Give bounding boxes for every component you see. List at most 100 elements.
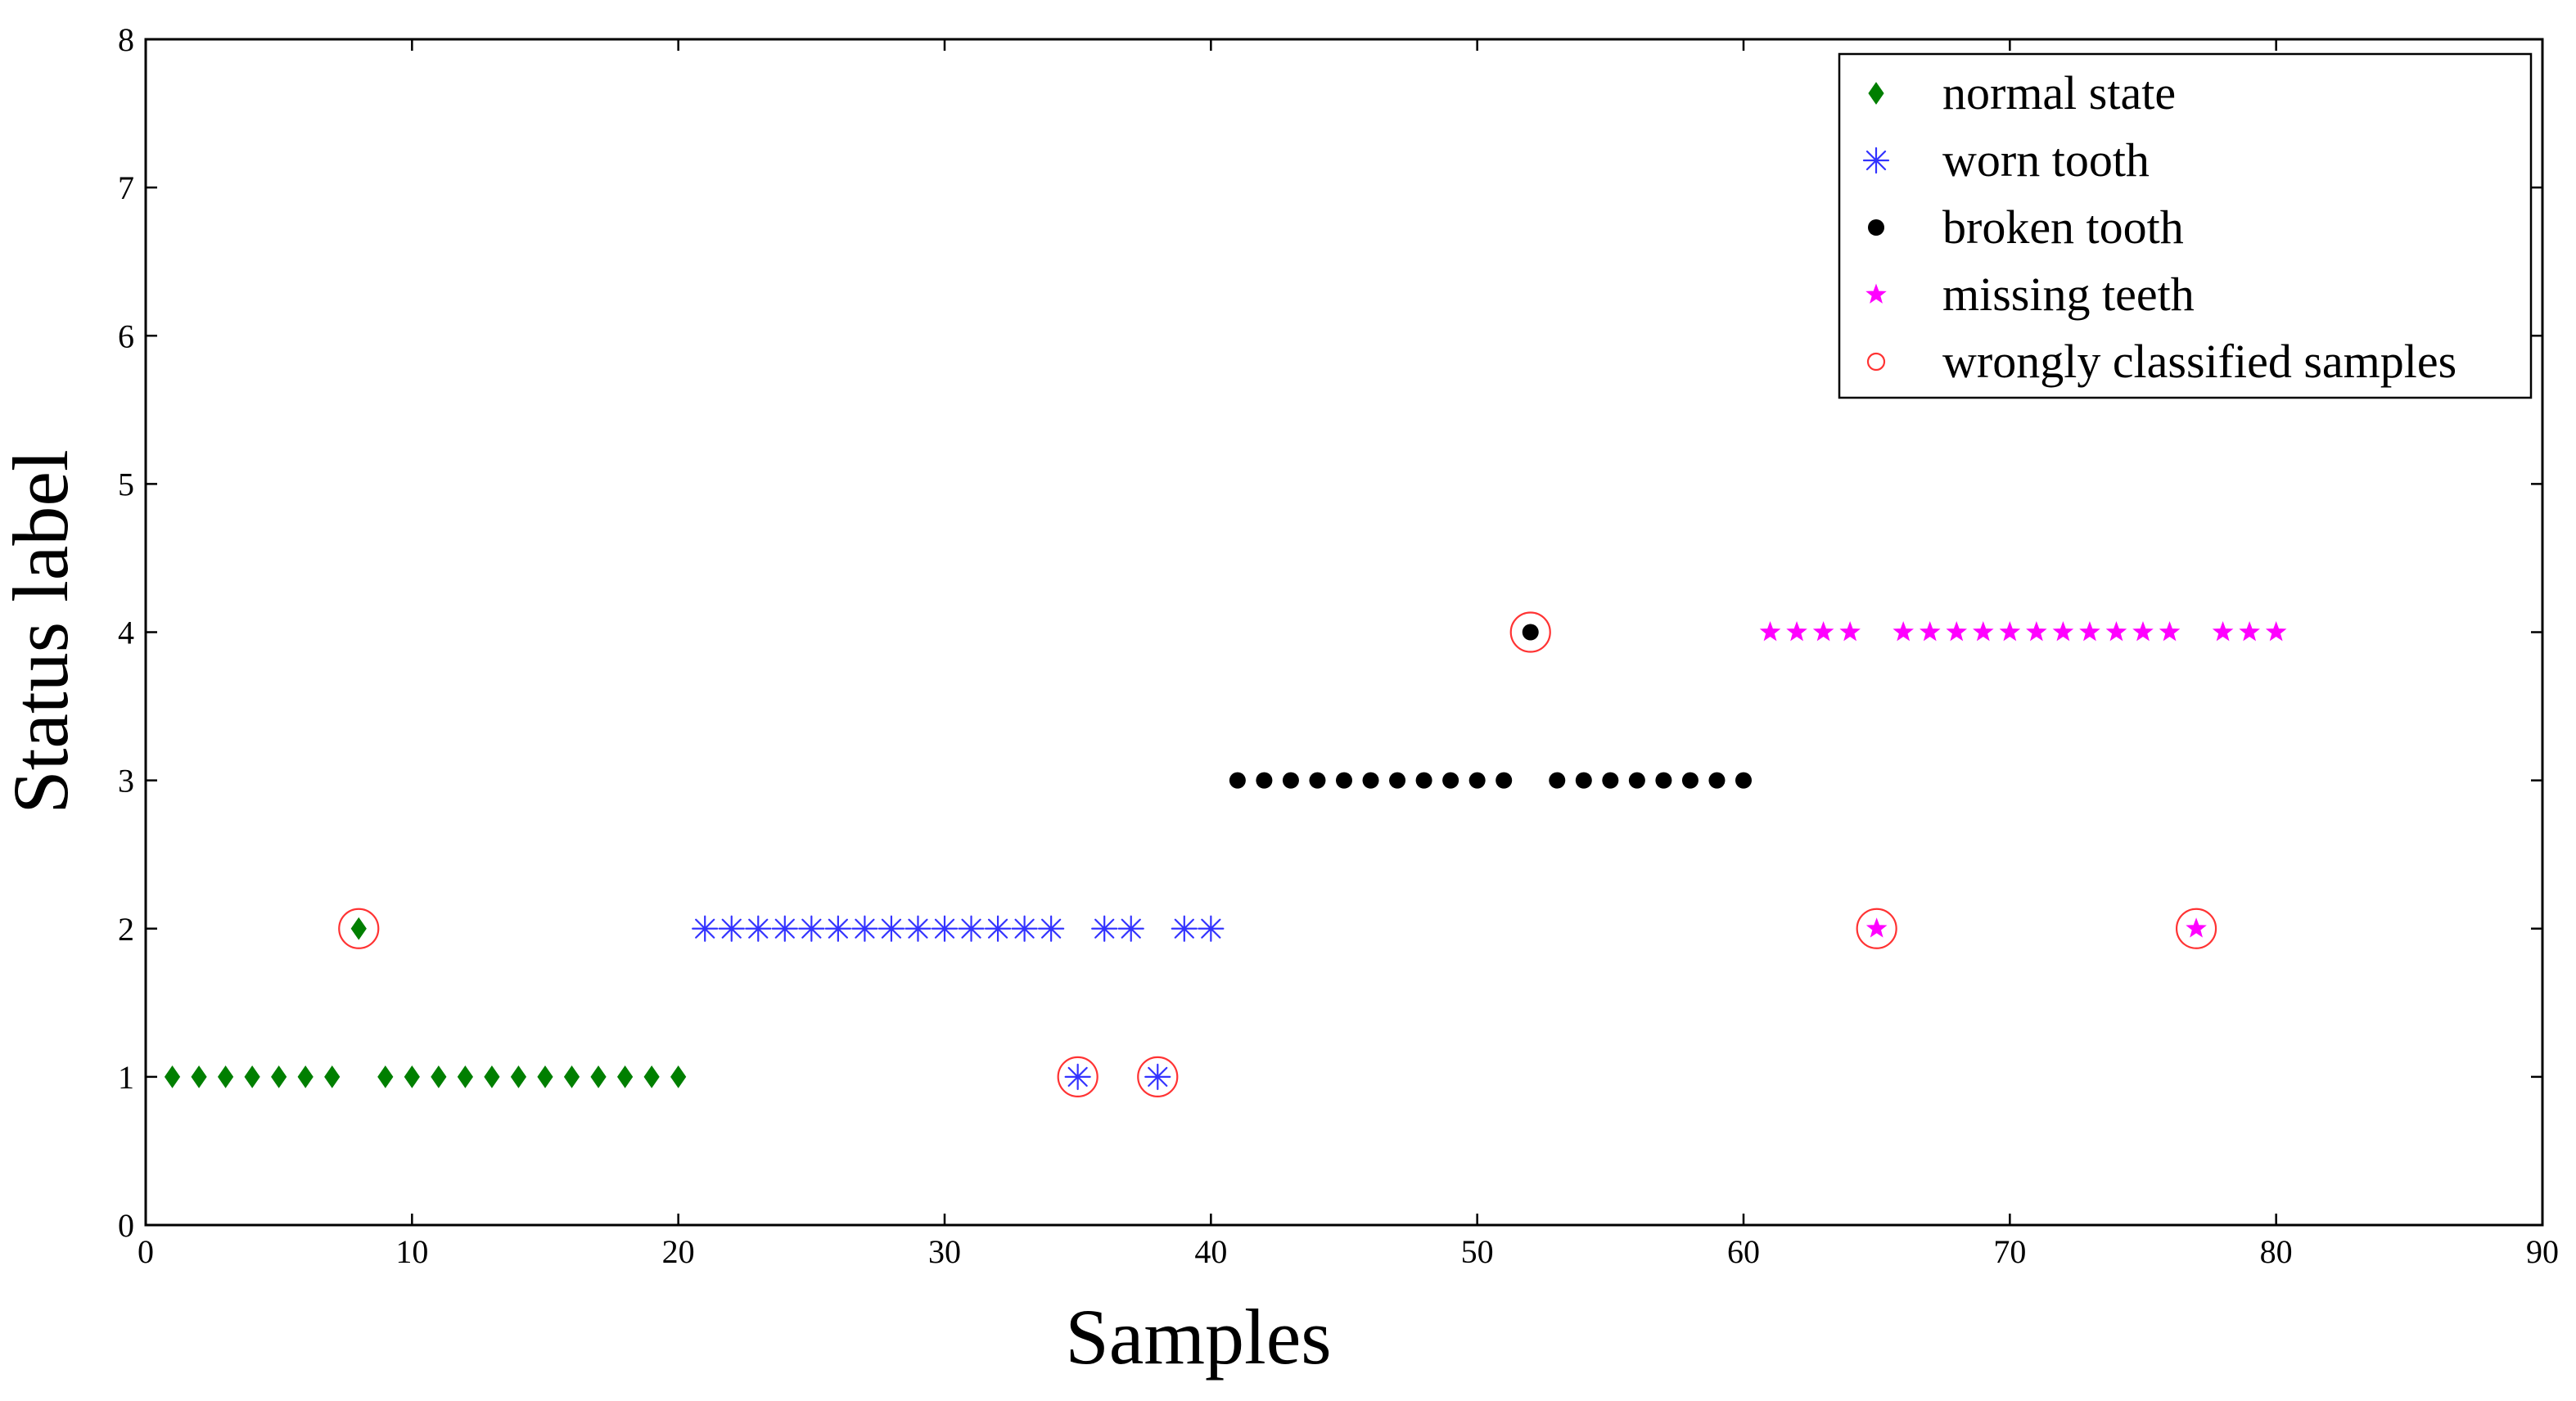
legend-marker	[1868, 82, 1884, 105]
data-point	[958, 915, 985, 942]
data-point	[457, 1065, 474, 1088]
legend-entry-normal-state: normal state	[1942, 66, 2176, 119]
data-point	[2186, 917, 2207, 938]
y-tick-label: 1	[118, 1059, 134, 1096]
legend-marker	[1868, 219, 1884, 236]
y-tick-label: 0	[118, 1207, 134, 1244]
data-point	[905, 915, 932, 942]
series-wrongly-classified-samples	[338, 611, 2217, 1097]
data-point	[297, 1065, 314, 1088]
data-point	[1681, 772, 1699, 789]
legend-markers	[1862, 82, 1890, 372]
series-normal-state	[164, 917, 687, 1088]
data-point	[1091, 915, 1118, 942]
data-point	[1628, 772, 1645, 789]
misclassified-marker	[338, 908, 380, 949]
y-tick-label: 6	[118, 318, 134, 354]
data-point	[877, 915, 905, 942]
series-worn-tooth	[692, 915, 1225, 1090]
x-tick-label: 10	[395, 1233, 428, 1270]
misclassified-marker	[1856, 908, 1897, 949]
data-point	[1117, 915, 1144, 942]
misclassified-marker	[1509, 611, 1551, 653]
data-point	[590, 1065, 607, 1088]
legend-marker	[1866, 352, 1886, 372]
x-tick-label: 20	[662, 1233, 695, 1270]
data-points	[164, 611, 2287, 1097]
data-point	[164, 1065, 181, 1088]
legend-entry-missing-teeth: missing teeth	[1942, 268, 2195, 321]
x-tick-label: 40	[1194, 1233, 1227, 1270]
data-point	[1256, 772, 1273, 789]
data-point	[1893, 621, 1914, 642]
data-point	[1602, 772, 1619, 789]
legend-marker	[1865, 283, 1887, 304]
x-tick-label: 80	[2260, 1233, 2293, 1270]
series-missing-teeth	[1759, 621, 2287, 938]
data-point	[1919, 621, 1941, 642]
data-point	[1973, 621, 1994, 642]
data-point	[2105, 621, 2127, 642]
y-axis-title: Status label	[0, 449, 84, 813]
x-tick-label: 0	[138, 1233, 154, 1270]
data-point	[1549, 772, 1566, 789]
data-point	[771, 915, 798, 942]
data-point	[1144, 1063, 1171, 1090]
data-point	[431, 1065, 447, 1088]
data-point	[718, 915, 745, 942]
data-point	[1735, 772, 1752, 789]
data-point	[798, 915, 825, 942]
y-tick-label: 4	[118, 615, 134, 651]
data-point	[1336, 772, 1352, 789]
data-point	[1812, 621, 1834, 642]
data-point	[1655, 772, 1672, 789]
data-point	[616, 1065, 634, 1088]
data-point	[1362, 772, 1379, 789]
x-tick-label: 60	[1727, 1233, 1760, 1270]
legend-entry-broken-tooth: broken tooth	[1942, 200, 2184, 254]
data-point	[1389, 772, 1406, 789]
data-point	[1198, 915, 1225, 942]
data-point	[670, 1065, 687, 1088]
x-axis-title: Samples	[1065, 1293, 1331, 1381]
data-point	[1759, 621, 1781, 642]
legend-box	[1838, 52, 2533, 399]
data-point	[1064, 1063, 1091, 1090]
data-point	[484, 1065, 500, 1088]
data-point	[510, 1065, 527, 1088]
x-tick-label: 50	[1461, 1233, 1494, 1270]
data-point	[404, 1065, 420, 1088]
data-point	[1865, 917, 1888, 938]
data-point	[1011, 915, 1038, 942]
data-point	[643, 1065, 660, 1088]
data-point	[1786, 621, 1807, 642]
legend-entry-worn-tooth: worn tooth	[1942, 133, 2150, 187]
data-point	[1708, 772, 1726, 789]
data-point	[1946, 621, 1968, 642]
data-point	[537, 1065, 553, 1088]
data-point	[563, 1065, 580, 1088]
series-broken-tooth	[1229, 624, 1752, 789]
legend: normal state worn tooth broken tooth mis…	[1838, 52, 2533, 399]
data-point	[350, 917, 367, 940]
data-point	[324, 1065, 341, 1088]
y-tick-label: 7	[118, 169, 134, 206]
data-point	[271, 1065, 287, 1088]
data-point	[1575, 772, 1592, 789]
misclassified-marker	[1137, 1056, 1179, 1097]
misclassified-marker	[1057, 1056, 1099, 1097]
x-tick-label: 70	[1993, 1233, 2026, 1270]
data-point	[377, 1065, 394, 1088]
data-point	[1496, 772, 1513, 789]
data-point	[2079, 621, 2100, 642]
data-point	[931, 915, 959, 942]
data-point	[191, 1065, 207, 1088]
y-tick-label: 5	[118, 466, 134, 502]
data-point	[1171, 915, 1198, 942]
data-point	[1839, 621, 1861, 642]
data-point	[2265, 621, 2287, 642]
data-point	[1415, 772, 1432, 789]
legend-entry-wrongly-classified-samples: wrongly classified samples	[1942, 335, 2456, 388]
data-point	[1999, 621, 2021, 642]
